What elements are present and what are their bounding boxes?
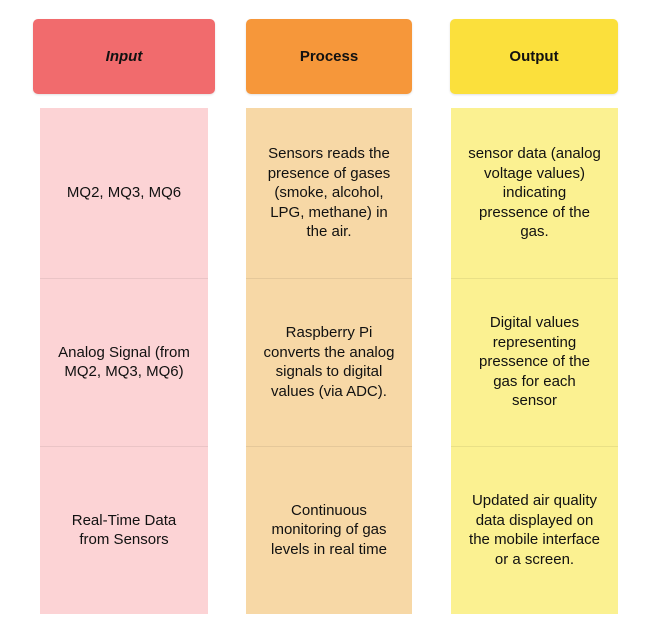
output-cell-2: Digital values representing pressence of…: [451, 278, 618, 446]
row-divider: [246, 278, 412, 279]
output-cell-3-text: Updated air quality data displayed on th…: [469, 492, 600, 568]
output-cell-1-text: sensor data (analog voltage values) indi…: [468, 145, 601, 241]
process-cell-1: Sensors reads the presence of gases (smo…: [246, 108, 412, 278]
output-header-label: Output: [509, 48, 559, 65]
input-cell-2-text: Analog Signal (from MQ2, MQ3, MQ6): [58, 343, 190, 381]
input-cell-3: Real-Time Data from Sensors: [40, 446, 208, 614]
process-cell-2-text: Raspberry Pi converts the analog signals…: [263, 324, 395, 400]
process-cell-3: Continuous monitoring of gas levels in r…: [246, 446, 412, 614]
input-cell-3-text: Real-Time Data from Sensors: [71, 511, 177, 549]
output-cell-3: Updated air quality data displayed on th…: [451, 446, 618, 614]
input-column: MQ2, MQ3, MQ6 Analog Signal (from MQ2, M…: [40, 108, 208, 614]
row-divider: [451, 278, 618, 279]
process-header-label: Process: [299, 48, 359, 65]
input-header: Input: [33, 19, 215, 94]
input-header-label: Input: [105, 48, 143, 65]
output-cell-2-text: Digital values representing pressence of…: [479, 314, 590, 410]
output-header: Output: [450, 19, 618, 94]
row-divider: [246, 446, 412, 447]
row-divider: [40, 446, 208, 447]
process-column: Sensors reads the presence of gases (smo…: [246, 108, 412, 614]
process-cell-3-text: Continuous monitoring of gas levels in r…: [271, 501, 387, 558]
row-divider: [451, 446, 618, 447]
process-cell-1-text: Sensors reads the presence of gases (smo…: [267, 145, 391, 241]
input-cell-1: MQ2, MQ3, MQ6: [40, 108, 208, 278]
row-divider: [40, 278, 208, 279]
input-cell-2: Analog Signal (from MQ2, MQ3, MQ6): [40, 278, 208, 446]
input-cell-1-text: MQ2, MQ3, MQ6: [66, 184, 182, 202]
output-cell-1: sensor data (analog voltage values) indi…: [451, 108, 618, 278]
process-header: Process: [246, 19, 412, 94]
process-cell-2: Raspberry Pi converts the analog signals…: [246, 278, 412, 446]
output-column: sensor data (analog voltage values) indi…: [451, 108, 618, 614]
